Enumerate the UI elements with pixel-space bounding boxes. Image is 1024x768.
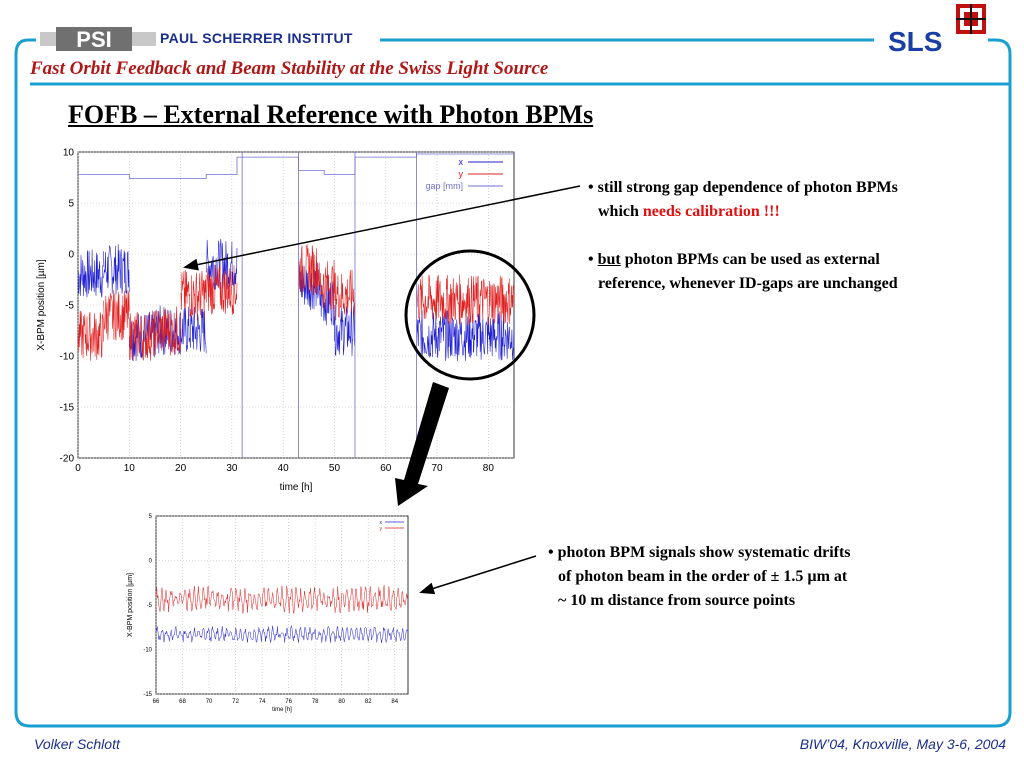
- arrow-to-zoom: [419, 555, 537, 595]
- c1-series-x: [206, 238, 238, 290]
- c2-ytick-label: 5: [149, 514, 153, 520]
- sls-label: SLS: [888, 26, 943, 57]
- c1-ytick-label: -10: [60, 351, 75, 362]
- c1-ytick-label: -5: [65, 300, 74, 311]
- bullet-systematic-drifts: • photon BPM signals show systematic dri…: [548, 544, 851, 609]
- c1-xtick-label: 80: [483, 463, 495, 474]
- c1-xtick-label: 60: [380, 463, 392, 474]
- c1-legend-label: x: [459, 157, 464, 167]
- c2-xtick-label: 82: [365, 699, 372, 705]
- c2-xtick-label: 78: [312, 699, 319, 705]
- c2-xtick-label: 74: [259, 699, 266, 705]
- chart-main-ylabel: X-BPM position [µm]: [36, 259, 47, 351]
- c2-xtick-label: 66: [153, 699, 160, 705]
- c1-series-y: [129, 311, 156, 361]
- c1-xtick-label: 40: [278, 463, 290, 474]
- arrow-to-chart: [183, 185, 581, 271]
- slide-title: FOFB – External Reference with Photon BP…: [68, 100, 594, 129]
- c2-legend-label: x: [380, 520, 383, 526]
- sls-logo-icon: [956, 4, 986, 34]
- c1-ytick-label: -20: [60, 453, 75, 464]
- c2-legend-label: y: [380, 526, 383, 532]
- c2-ytick-label: -5: [147, 603, 153, 609]
- c1-ytick-label: -15: [60, 402, 75, 413]
- c1-series-y: [180, 270, 207, 321]
- c1-series-y: [103, 290, 130, 341]
- footer-event: BIW’04, Knoxville, May 3-6, 2004: [799, 736, 1006, 752]
- c1-xtick-label: 30: [226, 463, 238, 474]
- c2-xtick-label: 84: [391, 699, 398, 705]
- c2-xtick-label: 76: [285, 699, 292, 705]
- c1-ytick-label: 0: [68, 249, 74, 260]
- c1-series-y: [205, 264, 238, 315]
- c2-ytick-label: -15: [143, 692, 152, 698]
- c1-xtick-label: 20: [175, 463, 187, 474]
- c1-xtick-label: 10: [124, 463, 136, 474]
- c2-ytick-label: -10: [143, 648, 152, 654]
- c1-series-x: [103, 244, 130, 295]
- c1-xtick-label: 70: [431, 463, 443, 474]
- c1-legend-label: y: [459, 169, 464, 179]
- c1-series-x: [180, 306, 207, 354]
- chart-zoom-xlabel: time [h]: [272, 707, 292, 713]
- c2-xtick-label: 70: [206, 699, 213, 705]
- c1-series-y: [334, 269, 356, 321]
- c1-legend-label: gap [mm]: [425, 181, 463, 191]
- c2-xtick-label: 80: [338, 699, 345, 705]
- c2-xtick-label: 68: [179, 699, 186, 705]
- c1-series-y: [154, 306, 181, 356]
- c1-ytick-label: 10: [63, 147, 75, 158]
- chart-zoom-ylabel: X-BPM position [µm]: [127, 573, 134, 637]
- c1-xtick-label: 0: [75, 463, 81, 474]
- bullet-gap-dependence: • still strong gap dependence of photon …: [588, 179, 898, 220]
- org-name: PAUL SCHERRER INSTITUT: [160, 30, 353, 46]
- psi-logo-text: PSI: [76, 27, 111, 52]
- c2-series-x: [155, 624, 409, 643]
- c2-ytick-label: 0: [149, 559, 153, 565]
- footer-author: Volker Schlott: [34, 736, 120, 752]
- chart-main-xlabel: time [h]: [280, 482, 313, 493]
- zoom-arrow: [395, 382, 449, 506]
- c1-series-y: [298, 244, 320, 295]
- c1-ytick-label: 5: [68, 198, 74, 209]
- c1-series-y: [416, 274, 515, 326]
- c2-xtick-label: 72: [232, 699, 239, 705]
- c1-series-y: [77, 310, 104, 361]
- chart-zoom: 66 68 70 72 74 76 78 80 82 84 5 0 -5 -10 -15 xy time […: [127, 514, 409, 713]
- c2-series-y: [155, 585, 409, 614]
- c1-series-y: [318, 259, 335, 311]
- psi-logo: PSI: [40, 27, 156, 52]
- c1-series-x: [77, 249, 104, 298]
- c1-series-x: [318, 275, 335, 326]
- bullet-external-reference: • but photon BPMs can be used as externa…: [588, 251, 898, 292]
- highlight-circle: [404, 249, 536, 381]
- presentation-subtitle: Fast Orbit Feedback and Beam Stability a…: [30, 58, 549, 79]
- c1-xtick-label: 50: [329, 463, 341, 474]
